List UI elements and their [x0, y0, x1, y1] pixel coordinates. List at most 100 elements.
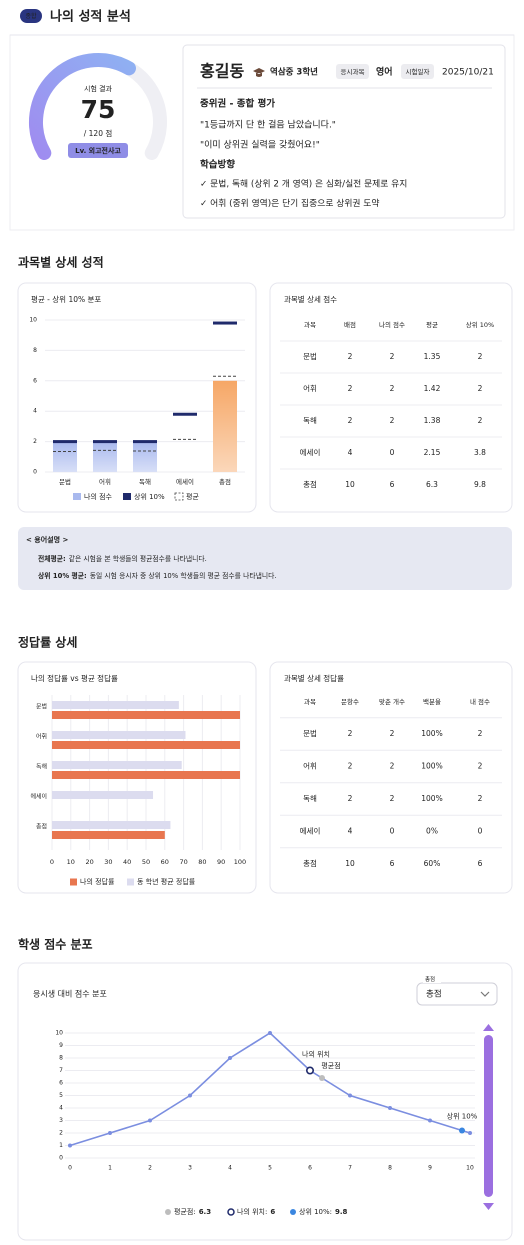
glossary-item-part: 상위 10% 평균: [38, 571, 87, 580]
scrollbar-thumb[interactable] [484, 1035, 493, 1197]
x-tick-label: 1 [108, 1165, 112, 1172]
table-title: 과목별 상세 점수 [284, 294, 337, 304]
x-tick-label: 60 [161, 858, 169, 866]
y-tick-label: 4 [33, 408, 37, 415]
subject-label: 응시과목 [341, 67, 365, 76]
line-point [268, 1031, 272, 1035]
y-tick-label: 5 [59, 1092, 63, 1099]
table-cell: 2.15 [424, 448, 441, 457]
section-title: 학생 점수 분포 [18, 937, 93, 952]
bar [52, 711, 240, 719]
evaluation-quote: "이미 상위권 실력을 갖췄어요!" [200, 139, 320, 151]
position-marker [319, 1075, 325, 1081]
card [269, 282, 513, 513]
table-cell: 0% [426, 827, 438, 836]
select-value: 총점 [426, 989, 442, 1000]
legend-label: 동 학년 평균 정답률 [137, 877, 196, 886]
gauge-max: / 120 점 [84, 128, 113, 138]
y-tick-label: 2 [59, 1130, 63, 1137]
line-point [348, 1093, 352, 1098]
bar [52, 771, 240, 779]
legend-swatch [123, 493, 131, 500]
table-cell: 에세이 [300, 447, 321, 457]
table-cell: 2 [390, 762, 395, 771]
table-cell: 6.3 [426, 480, 438, 489]
table-header: 맞춘 개수 [379, 697, 405, 706]
x-tick-label: 7 [348, 1165, 352, 1172]
gauge-fill [29, 53, 136, 160]
select-label-bg [423, 976, 441, 983]
table-cell: 2 [348, 762, 353, 771]
table-cell: 60% [424, 859, 441, 868]
y-tick-label: 0 [59, 1155, 63, 1162]
table-header: 과목 [304, 697, 316, 706]
date-label: 시험일자 [406, 67, 430, 76]
table-cell: 1.42 [424, 384, 441, 393]
table-header: 백분율 [423, 697, 441, 706]
top-marker [53, 440, 77, 444]
table-cell: 2 [390, 729, 395, 738]
legend-marker [290, 1209, 296, 1215]
bar [52, 741, 240, 749]
y-tick-label: 7 [59, 1067, 63, 1074]
legend-label: 평균점: 6.3 [174, 1207, 211, 1216]
y-tick-label: 10 [29, 317, 37, 324]
x-tick-label: 100 [234, 858, 246, 866]
table-header: 문항수 [341, 697, 359, 706]
table-cell: 0 [478, 827, 483, 836]
table-cell: 2 [390, 384, 395, 393]
x-tick-label: 4 [228, 1165, 232, 1172]
table-header: 나의 점수 [379, 320, 405, 329]
table-cell: 4 [348, 448, 353, 457]
direction-title: 학습방향 [200, 159, 235, 171]
glossary-item: 전체평균: 같은 시험을 본 학생들의 평균점수를 나타냅니다. [38, 554, 207, 563]
y-tick-label: 어휘 [36, 733, 47, 741]
y-tick-label: 3 [59, 1117, 63, 1124]
y-tick-label: 8 [33, 347, 37, 354]
table-cell: 2 [390, 794, 395, 803]
bar [52, 761, 182, 769]
table-cell: 1.38 [424, 416, 441, 425]
section-title: 과목별 상세 성적 [18, 255, 104, 270]
scroll-down[interactable] [483, 1203, 494, 1210]
legend-label: 상위 10%: 9.8 [299, 1207, 348, 1216]
table-cell: 2 [390, 352, 395, 361]
x-tick-label: 8 [388, 1165, 392, 1172]
legend-label: 나의 정답률 [80, 877, 115, 886]
bar [52, 701, 179, 709]
x-tick-label: 9 [428, 1165, 432, 1172]
scroll-up[interactable] [483, 1024, 494, 1031]
line-point [68, 1143, 72, 1148]
table-header: 평균 [426, 320, 438, 329]
legend-label: 평균 [186, 492, 199, 501]
legend-swatch [73, 493, 81, 500]
card [17, 282, 257, 513]
glossary-item-part: 동일 시험 응시자 중 상위 10% 학생들의 평균 점수를 나타냅니다. [90, 571, 277, 580]
table-cell: 에세이 [300, 826, 321, 836]
table-cell: 100% [421, 794, 442, 803]
x-tick-label: 어휘 [99, 477, 111, 486]
top-marker [133, 440, 157, 444]
select-box[interactable] [416, 982, 498, 1006]
bar-sheen [93, 441, 117, 472]
table-cell: 6 [390, 859, 395, 868]
bar-sheen [133, 441, 157, 472]
legend-label-part: 6 [270, 1208, 275, 1216]
table-cell: 3.8 [474, 448, 486, 457]
x-tick-label: 10 [67, 858, 75, 866]
y-tick-label: 2 [33, 438, 37, 445]
y-tick-label: 독해 [36, 763, 47, 771]
bar [52, 821, 171, 829]
select-chevron[interactable] [480, 991, 490, 997]
line-point [428, 1118, 432, 1123]
legend-swatch [174, 492, 184, 501]
glossary-item-part: 전체평균: [38, 554, 66, 563]
direction: ✓ 어휘 (중위 영역)은 단기 집중으로 상위권 도약 [200, 197, 380, 209]
table-cell: 1.35 [424, 352, 441, 361]
legend-swatch [127, 878, 134, 886]
y-tick-label: 6 [59, 1080, 63, 1087]
profile-card [182, 44, 506, 219]
y-tick-label: 문법 [36, 703, 47, 711]
marker-label: 나의 위치 [302, 1050, 330, 1059]
x-tick-label: 2 [148, 1165, 152, 1172]
